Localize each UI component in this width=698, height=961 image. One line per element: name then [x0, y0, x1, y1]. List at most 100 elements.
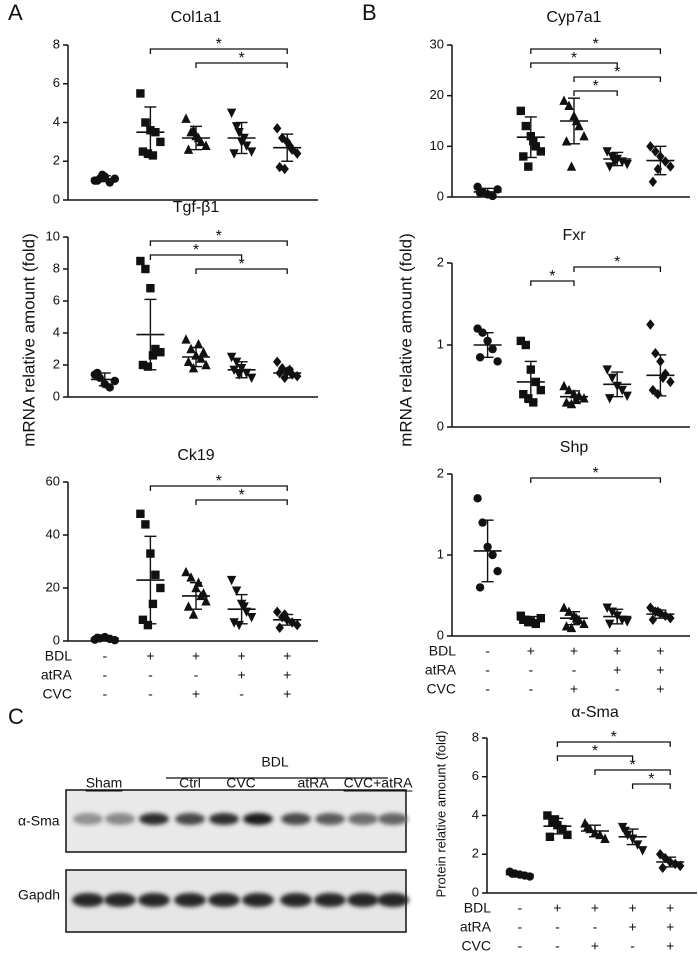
data-point: [602, 603, 612, 613]
significance-bracket: [195, 62, 288, 68]
blot-band: [347, 893, 379, 907]
data-point: [651, 146, 660, 157]
error-bar: [524, 116, 537, 159]
condition-sign: +: [527, 643, 535, 659]
blot-band: [315, 813, 345, 825]
y-tick-label: 1: [437, 336, 444, 351]
data-point: [646, 319, 655, 330]
data-point: [136, 89, 145, 98]
y-tick-label: 10: [46, 228, 60, 243]
data-point: [543, 811, 552, 820]
data-point: [226, 352, 237, 363]
data-point: [564, 384, 574, 395]
blot-band: [174, 893, 206, 907]
condition-sign: -: [555, 919, 560, 935]
significance-label: *: [614, 64, 620, 81]
blot-row-label: Gapdh: [18, 887, 60, 903]
significance-bracket: [195, 499, 288, 505]
data-point: [201, 359, 211, 370]
data-point: [516, 336, 525, 346]
condition-sign: +: [666, 900, 674, 916]
data-point: [246, 147, 257, 157]
significance-label: *: [629, 757, 635, 774]
error-bar: [513, 872, 526, 877]
significance-label: *: [648, 771, 654, 788]
data-point: [602, 147, 612, 157]
data-point: [529, 137, 538, 146]
group-label: BDL: [261, 754, 288, 770]
significance-label: *: [216, 36, 222, 53]
data-point: [156, 348, 165, 357]
blot-band: [208, 893, 240, 907]
error-bar: [611, 608, 624, 625]
chart-title: Shp: [560, 439, 589, 456]
error-bar: [524, 615, 537, 624]
y-tick-label: 6: [53, 75, 60, 90]
data-point: [229, 149, 239, 159]
data-point: [559, 380, 569, 391]
data-point: [558, 824, 567, 834]
data-point: [563, 830, 572, 840]
data-point: [141, 264, 150, 274]
condition-sign: +: [656, 643, 664, 659]
data-point: [293, 148, 302, 159]
significance-bracket: [195, 268, 288, 274]
data-point: [656, 849, 665, 860]
error-bar: [98, 372, 111, 387]
condition-sign: -: [485, 662, 490, 678]
y-tick-label: 4: [472, 807, 479, 822]
error-bar: [235, 361, 248, 379]
data-point: [273, 606, 282, 618]
error-bar: [281, 367, 294, 379]
chart-title: Col1a1: [171, 9, 222, 26]
data-point: [658, 862, 667, 874]
error-bar: [144, 106, 157, 159]
error-bar: [654, 145, 667, 176]
significance-label: *: [193, 242, 199, 259]
error-bar: [144, 298, 157, 371]
data-point: [181, 113, 191, 123]
condition-sign: -: [593, 919, 598, 935]
significance-bracket: [149, 485, 288, 491]
significance-bracket: [149, 254, 243, 260]
condition-label: atRA: [41, 667, 73, 683]
data-point: [201, 596, 211, 606]
condition-sign: -: [630, 938, 635, 954]
data-point: [143, 362, 153, 371]
data-point: [156, 583, 165, 593]
data-point: [138, 360, 148, 370]
significance-label: *: [592, 36, 598, 53]
y-axis-label: mRNA relative amount (fold): [19, 233, 38, 447]
y-tick-label: 2: [53, 356, 60, 371]
data-point: [605, 394, 615, 404]
y-tick-label: 10: [430, 138, 444, 153]
condition-sign: -: [615, 681, 620, 697]
error-bar: [190, 582, 202, 610]
data-point: [188, 609, 199, 619]
data-point: [519, 152, 528, 161]
data-point: [531, 142, 540, 151]
y-tick-label: 2: [472, 846, 479, 861]
data-point: [246, 373, 257, 383]
data-point: [110, 636, 120, 645]
condition-label: atRA: [425, 662, 457, 678]
condition-label: CVC: [42, 686, 72, 702]
blot-band: [314, 893, 346, 907]
data-point: [151, 344, 160, 354]
data-point: [653, 163, 663, 175]
error-bar: [654, 354, 667, 397]
lane-label: Ctrl: [179, 775, 201, 791]
data-point: [646, 141, 655, 152]
data-point: [550, 815, 560, 824]
data-point: [148, 351, 158, 360]
significance-bracket: [556, 741, 671, 747]
error-bar: [568, 611, 580, 626]
significance-bracket: [530, 48, 662, 54]
y-tick-label: 4: [53, 114, 60, 129]
error-bar: [626, 828, 639, 846]
error-bar: [481, 187, 494, 197]
y-tick-label: 40: [46, 526, 60, 541]
y-tick-label: 8: [53, 260, 60, 275]
condition-sign: +: [283, 686, 291, 702]
